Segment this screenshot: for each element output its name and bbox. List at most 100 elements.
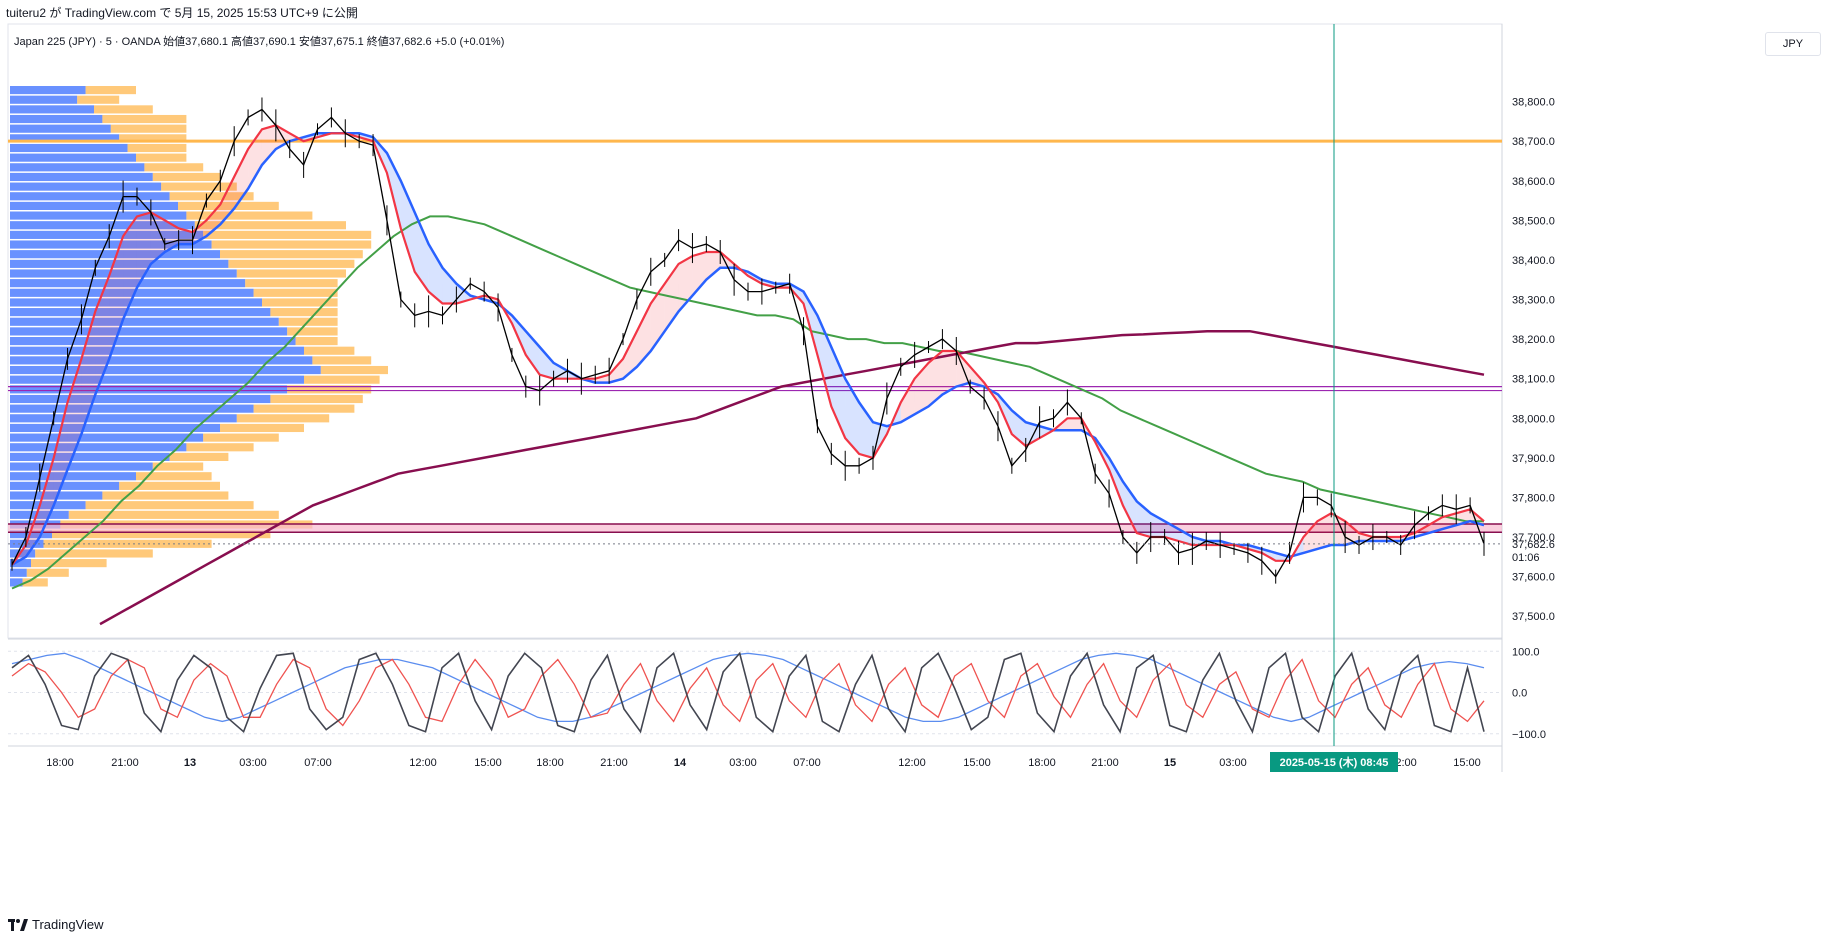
- time-axis: 18:00 21:00 13 03:00 07:00 12:00 15:00 18:00 21:…: [46, 757, 1481, 769]
- price-chart[interactable]: 100.00.0−100.0 38,800.038,700.038,600.03…: [0, 0, 1835, 912]
- volume-profile-blue-bar: [10, 385, 288, 394]
- volume-profile-blue-bar: [10, 365, 321, 375]
- volume-profile-blue-bar: [10, 346, 304, 355]
- price-tick-label: 38,300.0: [1512, 295, 1555, 307]
- volume-profile: [10, 86, 388, 587]
- volume-profile-blue-bar: [10, 423, 220, 433]
- price-series: [11, 97, 1485, 584]
- volume-profile-orange-bar: [102, 491, 229, 500]
- volume-profile-orange-bar: [102, 114, 187, 124]
- volume-profile-orange-bar: [220, 423, 304, 433]
- bullish-fill: [623, 331, 637, 379]
- volume-profile-blue-bar: [10, 549, 36, 558]
- volume-profile-orange-bar: [26, 568, 69, 577]
- volume-profile-orange-bar: [287, 327, 338, 336]
- volume-profile-orange-bar: [262, 298, 338, 307]
- volume-profile-orange-bar: [228, 259, 355, 268]
- volume-profile-orange-bar: [85, 501, 254, 510]
- volume-profile-blue-bar: [10, 530, 52, 539]
- volume-profile-blue-bar: [10, 501, 86, 510]
- bearish-fill: [428, 244, 443, 304]
- volume-profile-orange-bar: [287, 385, 372, 394]
- bearish-fill: [1164, 521, 1179, 541]
- bullish-fill: [164, 220, 179, 253]
- price-tick-label: 37,800.0: [1512, 492, 1555, 504]
- volume-profile-orange-bar: [43, 539, 212, 548]
- volume-profile-orange-bar: [119, 481, 220, 490]
- bullish-fill: [1317, 513, 1332, 549]
- volume-profile-orange-bar: [270, 394, 363, 404]
- volume-profile-blue-bar: [10, 259, 229, 268]
- volume-profile-orange-bar: [52, 530, 271, 539]
- price-tick-label: 38,800.0: [1512, 97, 1555, 109]
- volume-profile-orange-bar: [304, 375, 380, 384]
- volume-profile-orange-bar: [77, 95, 120, 104]
- time-tick-label: 21:00: [111, 757, 139, 769]
- volume-profile-orange-bar: [253, 288, 338, 297]
- tradingview-logo[interactable]: TradingView: [8, 917, 104, 932]
- time-tick-label: 14: [674, 757, 687, 769]
- volume-profile-blue-bar: [10, 559, 31, 568]
- last-price-label: 37,682.6: [1512, 539, 1555, 551]
- volume-profile-blue-bar: [10, 230, 204, 239]
- volume-profile-orange-bar: [127, 143, 187, 153]
- currency-selector[interactable]: JPY: [1765, 32, 1821, 56]
- bullish-fill: [234, 149, 249, 209]
- volume-profile-blue-bar: [10, 86, 86, 95]
- price-tick-label: 38,100.0: [1512, 374, 1555, 386]
- volume-profile-orange-bar: [194, 221, 346, 230]
- bar-countdown-label: 01:06: [1512, 552, 1540, 564]
- volume-profile-blue-bar: [10, 356, 313, 365]
- time-tick-label: 15: [1164, 757, 1176, 769]
- osc-signal-line: [11, 658, 1485, 727]
- bullish-fill: [678, 255, 693, 312]
- volume-profile-orange-bar: [295, 337, 338, 346]
- price-tick-label: 37,700.0: [1512, 532, 1555, 544]
- volume-profile-blue-bar: [10, 114, 103, 124]
- bullish-fill: [39, 457, 54, 538]
- bullish-fill: [261, 125, 276, 165]
- bullish-fill: [928, 350, 943, 407]
- volume-profile-blue-bar: [10, 510, 69, 519]
- price-tick-label: 38,500.0: [1512, 215, 1555, 227]
- volume-profile-orange-bar: [211, 240, 372, 249]
- horizontal-levels: [8, 139, 1502, 534]
- crosshair: 2025-05-15 (木) 08:45: [1270, 24, 1398, 772]
- time-tick-label: 07:00: [793, 757, 821, 769]
- price-tick-label: 38,200.0: [1512, 334, 1555, 346]
- volume-profile-orange-bar: [136, 472, 212, 481]
- bullish-fill: [942, 350, 957, 395]
- bullish-fill: [1303, 521, 1318, 553]
- volume-profile-orange-bar: [144, 163, 204, 172]
- price-tick-label: 38,600.0: [1512, 176, 1555, 188]
- bearish-fill: [1122, 481, 1137, 534]
- volume-profile-blue-bar: [10, 375, 304, 384]
- volume-profile-blue-bar: [10, 327, 288, 336]
- volume-profile-orange-bar: [178, 201, 279, 210]
- bullish-fill: [609, 358, 624, 383]
- bullish-fill: [636, 303, 651, 367]
- volume-profile-blue-bar: [10, 105, 94, 114]
- time-tick-label: 15:00: [474, 757, 502, 769]
- volume-profile-blue-bar: [10, 153, 136, 162]
- volume-profile-blue-bar: [10, 414, 237, 423]
- chart-publish-title: tuiteru2 が TradingView.com で 5月 15, 2025…: [6, 6, 358, 20]
- volume-profile-blue-bar: [10, 462, 153, 471]
- bearish-fill: [386, 153, 401, 229]
- time-tick-label: 12:00: [409, 757, 437, 769]
- volume-profile-orange-bar: [136, 153, 187, 162]
- volume-profile-orange-bar: [161, 182, 237, 191]
- ema-fast-line: [11, 124, 1485, 566]
- osc-slow-line: [11, 652, 1485, 723]
- time-tick-label: 03:00: [729, 757, 757, 769]
- volume-profile-orange-bar: [35, 549, 153, 558]
- volume-profile-blue-bar: [10, 201, 178, 210]
- volume-profile-blue-bar: [10, 443, 187, 452]
- volume-profile-orange-bar: [68, 510, 279, 519]
- volume-profile-orange-bar: [236, 414, 330, 423]
- volume-profile-blue-bar: [10, 124, 111, 133]
- volume-profile-blue-bar: [10, 472, 136, 481]
- volume-profile-orange-bar: [169, 192, 254, 201]
- bearish-fill: [442, 267, 457, 304]
- volume-profile-blue-bar: [10, 394, 271, 404]
